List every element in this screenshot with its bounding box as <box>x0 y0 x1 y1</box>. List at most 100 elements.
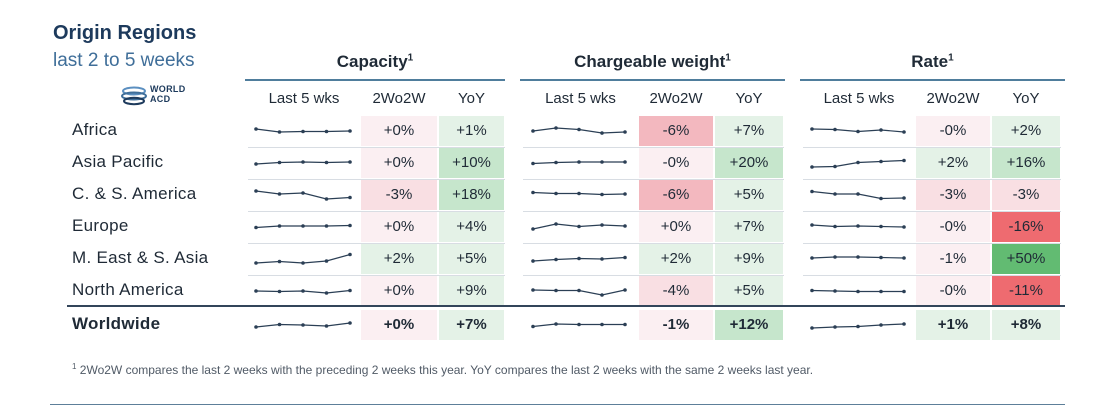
sparkline-capacity-asia-pacific-point <box>348 160 352 164</box>
sparkline-rate-europe-point <box>856 224 860 228</box>
sparkline-capacity-north-america-point <box>254 289 258 293</box>
sparkline-capacity-asia-pacific-point <box>254 162 258 166</box>
sparkline-capacity-worldwide-point <box>348 321 352 325</box>
row-divider <box>523 211 784 212</box>
cell-rate-yoy-north-america: -11% <box>991 276 1061 306</box>
col-header-rate-yoy: YoY <box>1012 90 1040 107</box>
sparkline-weight-worldwide-point <box>600 322 604 327</box>
sparkline-weight-europe-point <box>623 224 627 228</box>
cell-capacity-w2w-asia-pacific: +0% <box>360 148 438 178</box>
sparkline-capacity-m-east-s-asia-point <box>254 261 258 265</box>
section-title-capacity: Capacity1 <box>336 52 414 71</box>
sparkline-rate-worldwide-point <box>879 323 883 327</box>
sparkline-capacity-m-east-s-asia-point <box>348 252 352 257</box>
sparkline-weight-north-america <box>531 288 627 297</box>
sparkline-capacity-asia-pacific-point <box>301 160 305 164</box>
logo-line-1: WORLD <box>150 84 186 94</box>
sparkline-rate-europe-point <box>810 223 814 227</box>
sparkline-weight-c-s-america <box>531 190 627 197</box>
sparkline-capacity-europe-point <box>324 224 329 228</box>
cell-weight-yoy-asia-pacific: +20% <box>714 148 784 178</box>
cell-rate-w2w-worldwide: +1% <box>915 310 991 340</box>
sparkline-weight-worldwide-point <box>554 322 558 326</box>
sparkline-capacity-africa-point <box>301 129 305 134</box>
sparkline-capacity-asia-pacific-point <box>277 160 282 165</box>
row-divider <box>523 243 784 244</box>
row-divider <box>248 147 505 148</box>
col-header-capacity-trend: Last 5 wks <box>268 90 340 107</box>
section-underline-rate <box>800 79 1065 81</box>
cell-weight-w2w-m-east-s-asia: +2% <box>638 244 714 274</box>
sparkline-weight-europe-point <box>531 227 535 231</box>
world-acd-logo: WORLD ACD <box>120 83 200 109</box>
sparkline-rate-worldwide-point <box>856 324 860 329</box>
sparkline-rate-worldwide-point <box>902 322 906 326</box>
page-subtitle: last 2 to 5 weeks <box>53 50 195 71</box>
sparkline-weight-m-east-s-asia-point <box>577 256 581 261</box>
sparkline-capacity-asia-pacific-point <box>324 160 329 165</box>
sparkline-weight-north-america-point <box>554 288 558 293</box>
sparkline-weight-asia-pacific-point <box>600 160 604 164</box>
row-divider <box>803 179 1061 180</box>
sparkline-capacity-c-s-america-point <box>348 195 352 200</box>
sparkline-weight-north-america-point <box>600 293 604 297</box>
cell-rate-w2w-africa: -0% <box>915 116 991 146</box>
cell-capacity-yoy-north-america: +9% <box>438 276 505 306</box>
sparkline-weight-africa <box>531 126 627 135</box>
sparkline-rate-africa-point <box>879 128 883 132</box>
sparkline-weight-north-america-point <box>623 288 627 292</box>
sparkline-rate-north-america-point <box>833 289 837 293</box>
cell-weight-w2w-africa: -6% <box>638 116 714 146</box>
sparkline-capacity-c-s-america <box>254 189 352 201</box>
sparkline-rate-asia-pacific-point <box>856 160 860 165</box>
sparkline-weight-north-america-point <box>531 288 535 292</box>
sparkline-capacity-north-america-point <box>324 291 329 295</box>
sparkline-capacity-m-east-s-asia-point <box>301 261 305 265</box>
col-header-weight-yoy: YoY <box>735 90 763 107</box>
sparkline-weight-asia-pacific <box>531 160 627 166</box>
col-header-rate-2wo2w: 2Wo2W <box>926 90 980 107</box>
sparkline-weight-m-east-s-asia-point <box>623 255 627 260</box>
row-divider <box>803 275 1061 276</box>
row-label-north-america: North America <box>72 280 184 299</box>
sparkline-rate-asia-pacific-point <box>902 158 906 163</box>
sparkline-weight-africa-point <box>531 129 535 133</box>
sparkline-weight-c-s-america-point <box>577 191 581 196</box>
section-underline-capacity <box>245 79 505 81</box>
sparkline-rate-europe-point <box>833 224 837 229</box>
sparkline-rate-m-east-s-asia-point <box>902 256 906 260</box>
cell-weight-w2w-worldwide: -1% <box>638 310 714 340</box>
cell-capacity-w2w-europe: +0% <box>360 212 438 242</box>
sparkline-weight-europe-point <box>554 222 558 226</box>
sparkline-capacity-worldwide <box>254 321 352 329</box>
sparkline-rate-m-east-s-asia-point <box>856 255 860 259</box>
cell-rate-w2w-north-america: -0% <box>915 276 991 306</box>
sparkline-rate-m-east-s-asia-point <box>833 255 837 259</box>
sparkline-capacity-m-east-s-asia-point <box>277 259 282 264</box>
sparkline-weight-m-east-s-asia-point <box>531 259 535 263</box>
sparkline-capacity-north-america-point <box>348 288 352 293</box>
sparkline-weight-europe-point <box>577 224 581 229</box>
sparkline-rate-africa-point <box>856 129 860 134</box>
row-label-worldwide: Worldwide <box>72 314 161 333</box>
sparkline-capacity-europe <box>254 223 352 230</box>
cell-capacity-yoy-africa: +1% <box>438 116 505 146</box>
page-title: Origin Regions <box>53 22 197 44</box>
cell-rate-w2w-c-s-america: -3% <box>915 180 991 210</box>
sparkline-weight-africa-point <box>600 131 604 135</box>
sparkline-rate-asia-pacific-point <box>879 159 883 164</box>
row-divider <box>803 211 1061 212</box>
cell-capacity-w2w-m-east-s-asia: +2% <box>360 244 438 274</box>
sparkline-capacity-north-america-point <box>277 289 282 294</box>
sparkline-weight-asia-pacific-point <box>554 160 558 165</box>
cell-capacity-w2w-africa: +0% <box>360 116 438 146</box>
cell-weight-yoy-north-america: +5% <box>714 276 784 306</box>
cell-rate-w2w-europe: -0% <box>915 212 991 242</box>
sparkline-weight-asia-pacific-point <box>577 160 581 164</box>
sparkline-rate-asia-pacific-point <box>833 164 837 169</box>
sparkline-rate-worldwide <box>810 322 906 330</box>
sparkline-rate-c-s-america <box>810 189 906 201</box>
sparkline-rate-c-s-america-point <box>879 196 883 201</box>
sparkline-rate-north-america-point <box>879 289 883 294</box>
row-divider <box>523 179 784 180</box>
